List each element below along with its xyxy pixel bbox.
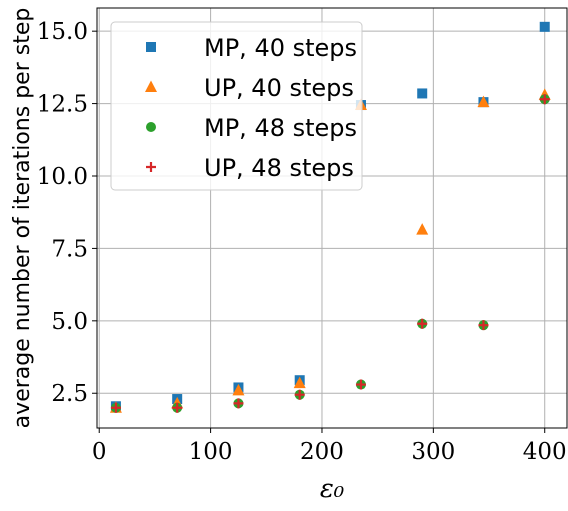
y-tick-label: 2.5 bbox=[51, 381, 88, 407]
legend-label: MP, 40 steps bbox=[204, 34, 357, 62]
legend-label: UP, 48 steps bbox=[204, 154, 354, 182]
data-point bbox=[539, 94, 550, 105]
data-point bbox=[478, 320, 489, 331]
legend-marker bbox=[146, 42, 156, 52]
legend-box bbox=[110, 21, 363, 191]
data-point bbox=[232, 383, 245, 396]
data-point bbox=[477, 95, 490, 108]
legend-label: UP, 40 steps bbox=[204, 74, 354, 102]
legend-label: MP, 48 steps bbox=[204, 114, 357, 142]
x-tick-label: 300 bbox=[411, 439, 455, 465]
y-tick-label: 5.0 bbox=[51, 309, 88, 335]
axis-ticks: 0 100 200 300 400 2.5 5.0 7.5 10.0 12.5 15.0 bbox=[37, 19, 567, 465]
data-point bbox=[294, 389, 305, 400]
data-point bbox=[417, 318, 428, 329]
legend: MP, 40 steps UP, 40 steps MP, 48 steps UP, … bbox=[110, 21, 363, 191]
data-point bbox=[539, 21, 550, 32]
y-tick-label: 7.5 bbox=[51, 236, 88, 262]
legend-marker bbox=[145, 80, 157, 92]
data-point bbox=[293, 376, 306, 389]
plot-frame bbox=[96, 7, 568, 429]
data-point bbox=[233, 398, 244, 409]
x-tick-label: 200 bbox=[300, 439, 344, 465]
x-axis-label: ε₀ bbox=[320, 474, 345, 504]
legend-marker bbox=[146, 162, 156, 172]
legend-marker bbox=[146, 122, 156, 132]
x-tick-label: 100 bbox=[189, 439, 233, 465]
data-point bbox=[416, 223, 429, 235]
x-tick-label: 0 bbox=[92, 439, 107, 465]
data-point bbox=[110, 402, 121, 413]
x-tick-label: 400 bbox=[523, 439, 567, 465]
y-tick-label: 10.0 bbox=[37, 164, 88, 190]
data-point bbox=[172, 402, 183, 413]
y-tick-label: 12.5 bbox=[37, 92, 88, 118]
y-axis-label: average number of iterations per step bbox=[10, 8, 35, 429]
data-point bbox=[355, 379, 366, 390]
data-point bbox=[417, 88, 428, 99]
series-4 bbox=[110, 94, 550, 413]
y-tick-label: 15.0 bbox=[37, 19, 88, 45]
